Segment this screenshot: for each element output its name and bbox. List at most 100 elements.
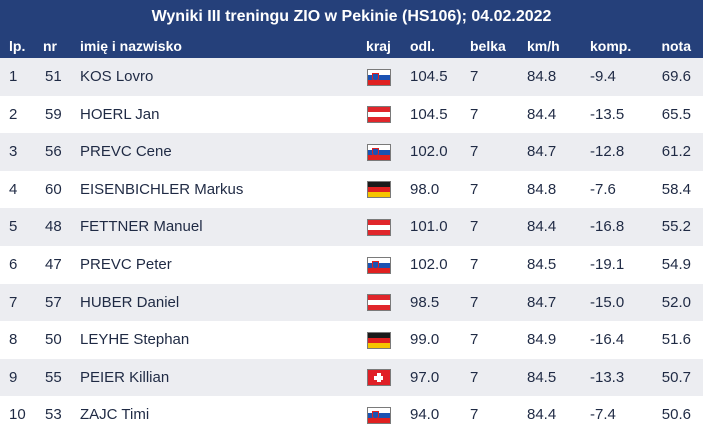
- column-header-belka: belka: [470, 38, 506, 54]
- cell-nota: 52.0: [661, 293, 691, 311]
- cell-kmh: 84.8: [527, 68, 557, 85]
- cell-nota: 69.6: [661, 68, 691, 85]
- cell-nota: 51.6: [661, 331, 691, 349]
- table-row: 1 51 KOS Lovro 104.5 7 84.8 -9.4 69.6: [0, 58, 703, 96]
- table-row: 4 60 EISENBICHLER Markus 98.0 7 84.8 -7.6 58.4: [0, 170, 703, 209]
- cell-kraj: [350, 396, 407, 434]
- cell-nr: 55: [45, 368, 62, 386]
- cell-lp: 9: [9, 368, 18, 386]
- column-header-nr: nr: [43, 38, 57, 54]
- cell-name: PREVC Peter: [80, 255, 172, 273]
- cell-nr: 59: [45, 105, 62, 123]
- cell-nr: 57: [45, 293, 62, 311]
- table-header-row: lp. nr imię i nazwisko kraj odl. belka k…: [0, 34, 703, 58]
- cell-name: PEIER Killian: [80, 368, 170, 386]
- cell-kraj: [350, 96, 407, 134]
- cell-lp: 8: [9, 331, 18, 349]
- cell-kmh: 84.7: [527, 293, 557, 311]
- cell-lp: 4: [9, 180, 18, 198]
- cell-belka: 7: [470, 406, 479, 424]
- cell-kraj: [350, 171, 407, 209]
- cell-nr: 56: [45, 143, 62, 161]
- cell-komp: -12.8: [590, 143, 625, 161]
- cell-nota: 65.5: [661, 105, 691, 123]
- cell-lp: 3: [9, 143, 18, 161]
- cell-belka: 7: [470, 105, 479, 123]
- table-row: 10 53 ZAJC Timi 94.0 7 84.4 -7.4 50.6: [0, 396, 703, 434]
- cell-komp: -7.6: [590, 180, 616, 198]
- cell-nota: 50.6: [661, 406, 691, 424]
- cell-lp: 10: [9, 406, 26, 424]
- germany-flag-icon: [366, 331, 391, 349]
- cell-lp: 6: [9, 255, 18, 273]
- cell-belka: 7: [470, 180, 479, 198]
- column-header-komp: komp.: [590, 38, 632, 54]
- switzerland-flag-icon: [366, 369, 391, 387]
- cell-name: FETTNER Manuel: [80, 218, 203, 236]
- cell-kraj: [350, 321, 407, 359]
- table-row: 9 55 PEIER Killian 97.0 7 84.5 -13.3 50.7: [0, 358, 703, 397]
- austria-flag-icon: [366, 294, 391, 312]
- cell-nr: 60: [45, 180, 62, 198]
- cell-name: EISENBICHLER Markus: [80, 180, 244, 198]
- cell-lp: 7: [9, 293, 18, 311]
- cell-belka: 7: [470, 68, 479, 85]
- cell-kmh: 84.9: [527, 331, 557, 349]
- column-header-nota: nota: [661, 38, 691, 54]
- cell-name: HUBER Daniel: [80, 293, 180, 311]
- cell-name: ZAJC Timi: [80, 406, 150, 424]
- cell-nr: 51: [45, 68, 62, 85]
- cell-kraj: [350, 133, 407, 171]
- cell-lp: 1: [9, 68, 18, 85]
- slovenia-flag-icon: [366, 68, 391, 86]
- cell-komp: -13.5: [590, 105, 625, 123]
- cell-kraj: [350, 208, 407, 246]
- cell-name: KOS Lovro: [80, 68, 154, 85]
- cell-belka: 7: [470, 293, 479, 311]
- table-row: 5 48 FETTNER Manuel 101.0 7 84.4 -16.8 55.2: [0, 208, 703, 246]
- cell-nota: 55.2: [661, 218, 691, 236]
- germany-flag-icon: [366, 181, 391, 199]
- cell-kraj: [350, 359, 407, 397]
- cell-kraj: [350, 246, 407, 284]
- cell-odl: 102.0: [410, 143, 448, 161]
- table-row: 8 50 LEYHE Stephan 99.0 7 84.9 -16.4 51.6: [0, 321, 703, 359]
- cell-name: PREVC Cene: [80, 143, 172, 161]
- cell-nota: 61.2: [661, 143, 691, 161]
- cell-kmh: 84.4: [527, 406, 557, 424]
- cell-komp: -15.0: [590, 293, 625, 311]
- cell-odl: 101.0: [410, 218, 448, 236]
- column-header-lp: lp.: [9, 38, 26, 54]
- column-header-odl: odl.: [410, 38, 435, 54]
- cell-kraj: [350, 284, 407, 322]
- cell-komp: -13.3: [590, 368, 625, 386]
- cell-belka: 7: [470, 143, 479, 161]
- cell-odl: 98.5: [410, 293, 440, 311]
- cell-odl: 104.5: [410, 68, 448, 85]
- austria-flag-icon: [366, 218, 391, 236]
- slovenia-flag-icon: [366, 406, 391, 424]
- cell-kraj: [350, 58, 407, 96]
- cell-nr: 48: [45, 218, 62, 236]
- cell-nr: 53: [45, 406, 62, 424]
- cell-odl: 94.0: [410, 406, 440, 424]
- cell-komp: -16.8: [590, 218, 625, 236]
- cell-belka: 7: [470, 331, 479, 349]
- table-row: 2 59 HOERL Jan 104.5 7 84.4 -13.5 65.5: [0, 95, 703, 134]
- cell-kmh: 84.4: [527, 105, 557, 123]
- cell-komp: -7.4: [590, 406, 616, 424]
- cell-komp: -9.4: [590, 68, 616, 85]
- table-row: 3 56 PREVC Cene 102.0 7 84.7 -12.8 61.2: [0, 133, 703, 171]
- cell-belka: 7: [470, 218, 479, 236]
- cell-komp: -16.4: [590, 331, 625, 349]
- cell-nota: 54.9: [661, 255, 691, 273]
- cell-kmh: 84.4: [527, 218, 557, 236]
- slovenia-flag-icon: [366, 256, 391, 274]
- cell-odl: 97.0: [410, 368, 440, 386]
- cell-komp: -19.1: [590, 255, 625, 273]
- cell-lp: 2: [9, 105, 18, 123]
- cell-odl: 104.5: [410, 105, 448, 123]
- cell-nota: 50.7: [661, 368, 691, 386]
- cell-belka: 7: [470, 368, 479, 386]
